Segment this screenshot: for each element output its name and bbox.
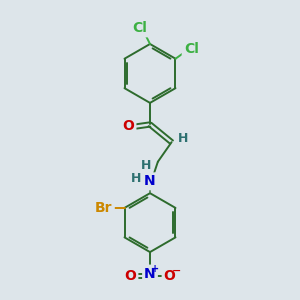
Text: N: N [144, 267, 156, 281]
Text: O: O [122, 119, 134, 134]
Text: O: O [164, 268, 176, 283]
Text: H: H [131, 172, 141, 185]
Text: H: H [178, 132, 189, 145]
Text: Br: Br [95, 201, 112, 215]
Text: Cl: Cl [133, 21, 148, 35]
Text: −: − [172, 266, 181, 276]
Text: +: + [151, 264, 159, 274]
Text: H: H [141, 159, 151, 172]
Text: O: O [124, 268, 136, 283]
Text: N: N [144, 174, 156, 188]
Text: Cl: Cl [184, 42, 199, 56]
